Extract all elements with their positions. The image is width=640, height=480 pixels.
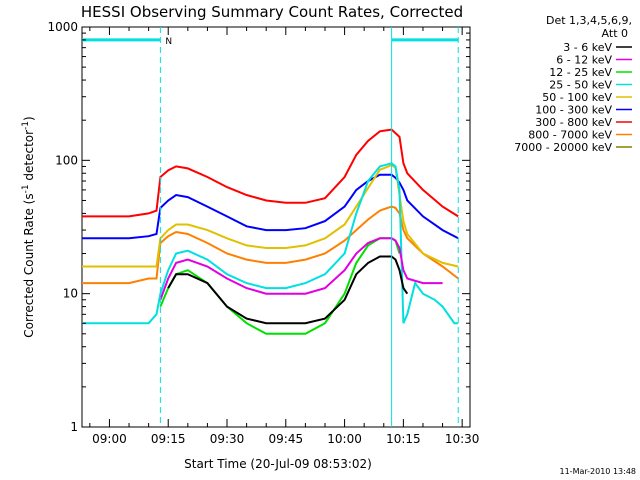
y-tick-label: 100 xyxy=(55,153,78,167)
legend-label: 12 - 25 keV xyxy=(549,66,612,79)
series-line xyxy=(82,205,459,285)
plot-frame xyxy=(81,26,471,428)
series-line xyxy=(82,128,459,218)
legend-label: 100 - 300 keV xyxy=(535,104,612,117)
tick-layer: 09:00 09:15 09:30 09:45 10:00 10:15 10:30 1 10 10… xyxy=(47,20,479,446)
attenuator-layer: N xyxy=(82,37,459,47)
y-axis-label: Corrected Count Rate (s-1 detector-1) xyxy=(21,116,36,337)
series-line xyxy=(82,173,459,240)
x-axis-label: Start Time (20-Jul-09 08:53:02) xyxy=(184,457,372,471)
x-tick-label: 09:15 xyxy=(151,432,186,446)
x-tick-label: 09:00 xyxy=(92,432,127,446)
x-tick-label: 09:30 xyxy=(210,432,245,446)
legend-label: 300 - 800 keV xyxy=(535,116,612,129)
series-layer xyxy=(82,128,459,335)
series-line xyxy=(82,162,459,325)
legend-label: 3 - 6 keV xyxy=(563,41,612,54)
x-tick-label: 10:30 xyxy=(445,432,480,446)
legend-label: 6 - 12 keV xyxy=(556,54,612,67)
attenuator-label: N xyxy=(165,37,172,47)
legend-label: 50 - 100 keV xyxy=(542,91,612,104)
y-tick-label: 10 xyxy=(63,287,78,301)
x-tick-label: 10:15 xyxy=(386,432,421,446)
legend-label: 25 - 50 keV xyxy=(549,79,612,92)
legend-header-line-1: Det 1,3,4,5,6,9, xyxy=(546,14,632,27)
series-line xyxy=(159,237,443,301)
legend-header-line-2: Att 0 xyxy=(602,27,628,40)
legend-label: 7000 - 20000 keV xyxy=(514,141,612,154)
y-tick-label: 1000 xyxy=(47,20,78,34)
legend-label: 800 - 7000 keV xyxy=(528,129,612,142)
series-line xyxy=(167,255,409,325)
series-line xyxy=(159,237,401,335)
footer-timestamp: 11-Mar-2010 13:48 xyxy=(560,467,637,476)
x-tick-label: 10:00 xyxy=(327,432,362,446)
vline-layer xyxy=(159,27,459,427)
y-tick-label: 1 xyxy=(70,420,78,434)
series-line xyxy=(82,164,459,268)
x-tick-label: 09:45 xyxy=(269,432,304,446)
chart-title: HESSI Observing Summary Count Rates, Cor… xyxy=(81,3,463,21)
